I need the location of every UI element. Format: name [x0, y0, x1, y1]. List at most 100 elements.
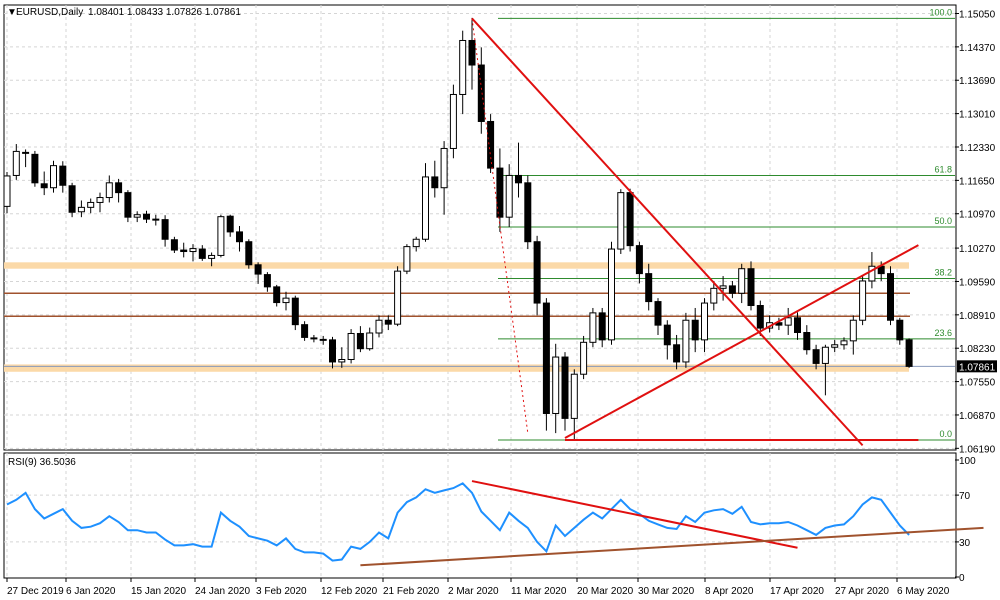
candle-body-bull	[580, 341, 588, 375]
candle	[133, 211, 141, 223]
rsi-tick-label: 30	[959, 538, 971, 549]
candle-body-bull	[459, 39, 467, 95]
candle	[366, 327, 374, 351]
candle	[524, 175, 532, 250]
candle-body-bear	[180, 249, 188, 253]
candle-body-bear	[598, 312, 606, 341]
candle	[422, 163, 429, 242]
candle	[87, 198, 95, 214]
candle	[626, 188, 634, 252]
ohlc-readout: 1.08401 1.08433 1.07826 1.07861	[88, 7, 241, 18]
candle-body-bear	[515, 174, 522, 184]
rsi-label: RSI(9) 36.5036	[8, 457, 76, 468]
time-tick-label: 8 Apr 2020	[705, 586, 754, 597]
time-tick-label: 6 Jan 2020	[66, 586, 116, 597]
candle-body-bull	[412, 238, 420, 248]
candle-body-bear	[803, 332, 811, 351]
candle-body-bear	[533, 241, 541, 304]
candle	[152, 214, 160, 226]
candle	[468, 17, 476, 90]
candle-body-bear	[905, 339, 913, 367]
candle	[96, 192, 104, 213]
candle-body-bear	[673, 344, 681, 363]
rsi-trendlines[interactable]	[360, 480, 984, 567]
candle-body-bear	[226, 215, 234, 233]
candle-body-bull	[338, 358, 346, 363]
rsi-tick-label: 100	[959, 456, 976, 467]
candle	[821, 344, 829, 396]
candle-body-bull	[282, 297, 290, 304]
candle	[831, 339, 839, 353]
candle-body-bear	[384, 319, 392, 325]
candle-body-bear	[542, 302, 550, 414]
candle	[673, 334, 681, 370]
candle	[310, 334, 318, 343]
candle-body-bear	[22, 151, 30, 154]
candle-body-bear	[356, 332, 364, 350]
candle	[440, 141, 448, 215]
candle	[701, 298, 708, 353]
candle-body-bear	[273, 286, 281, 304]
candle	[384, 315, 392, 331]
candle-body-bull	[617, 192, 625, 250]
candle	[347, 329, 355, 364]
candle-body-bear	[431, 176, 439, 189]
candle	[208, 252, 216, 267]
price-tick-label: 1.12330	[959, 143, 996, 154]
trendline[interactable]	[471, 17, 864, 447]
rsi-axis: 100 70 30 0	[955, 456, 976, 584]
price-trendlines[interactable]	[471, 17, 919, 447]
time-tick-label: 20 Mar 2020	[577, 586, 634, 597]
candle	[887, 266, 894, 326]
candle	[589, 307, 597, 348]
candle	[143, 210, 150, 224]
candle-body-bear	[663, 324, 671, 346]
candle	[198, 245, 206, 261]
candle-body-bull	[868, 265, 876, 282]
rsi-support-trendline[interactable]	[360, 526, 984, 567]
candle-body-bull	[105, 182, 113, 199]
price-axis: 1.15050 1.14370 1.13690 1.13010 1.12330 1.116…	[955, 9, 996, 455]
candle	[40, 171, 48, 196]
grid-lines	[4, 5, 955, 578]
candle-body-bull	[710, 287, 718, 304]
candle-body-bear	[245, 241, 253, 266]
symbol-label: EURUSD,Daily	[16, 7, 83, 18]
price-tick-label: 1.11650	[959, 176, 995, 187]
candle	[803, 325, 811, 355]
candle	[22, 149, 30, 168]
candle-body-bear	[310, 337, 318, 340]
time-axis: 27 Dec 2019 6 Jan 2020 15 Jan 2020 24 Jan 2…	[6, 578, 950, 597]
candle	[217, 214, 225, 258]
candle-body-bear	[887, 273, 894, 321]
candle	[682, 312, 690, 368]
candle-body-bull	[849, 319, 857, 342]
time-tick-label: 24 Jan 2020	[195, 586, 250, 597]
candle	[12, 144, 20, 180]
candle-body-bull	[784, 317, 792, 326]
candle-body-bear	[143, 213, 150, 220]
trendline[interactable]	[564, 244, 919, 439]
candle-body-bull	[738, 268, 746, 294]
candle-body-bull	[422, 176, 429, 240]
candle-body-bull	[552, 356, 560, 414]
fib-level-label: 0.0	[939, 429, 952, 439]
candle-body-bull	[403, 246, 411, 272]
candle	[338, 347, 346, 368]
rsi-resistance-trendline[interactable]	[471, 480, 798, 549]
candle	[403, 244, 411, 275]
candle-body-bear	[115, 182, 123, 194]
candle	[784, 307, 792, 335]
candle	[77, 200, 85, 218]
candle-body-bull	[217, 216, 225, 256]
candle	[245, 239, 253, 269]
current-price-label: 1.07861	[959, 362, 996, 373]
candle	[170, 236, 178, 253]
candle	[635, 241, 643, 284]
candle-body-bear	[254, 264, 262, 275]
candle-body-bear	[291, 297, 299, 326]
candle-body-bull	[375, 319, 383, 334]
candle-body-bear	[691, 319, 699, 341]
candle	[794, 312, 801, 340]
